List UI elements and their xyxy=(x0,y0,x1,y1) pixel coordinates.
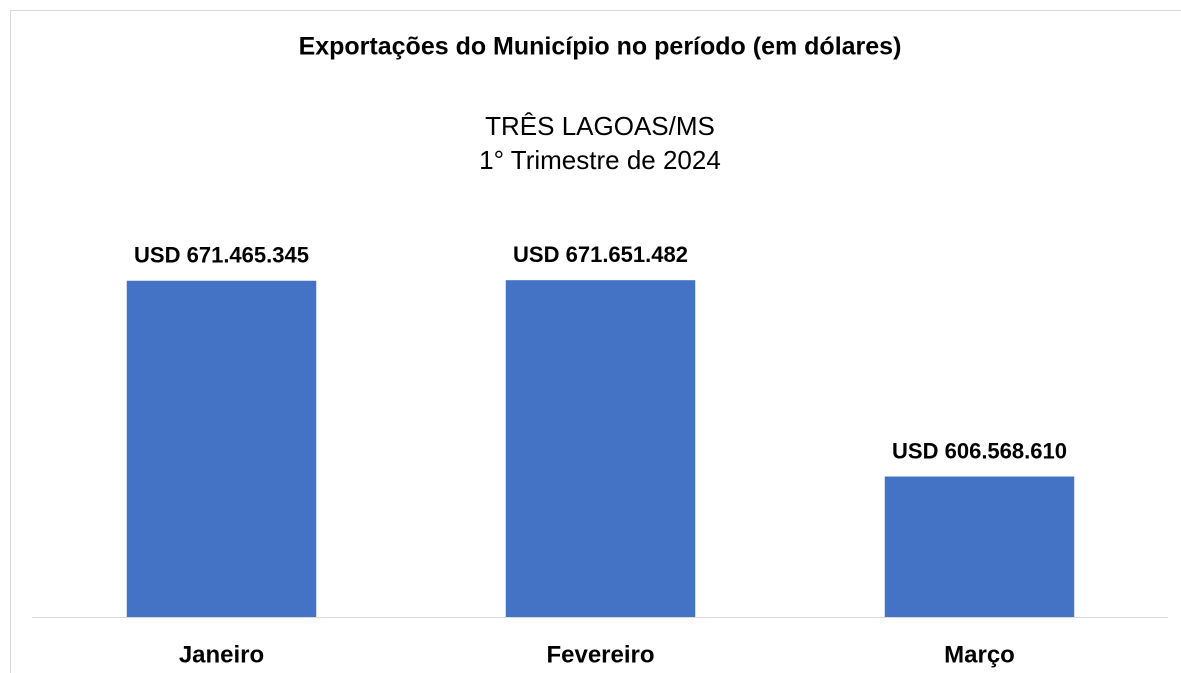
data-label: USD 671.465.345 xyxy=(134,243,309,268)
chart-title: Exportações do Município no período (em … xyxy=(299,33,902,61)
x-tick-label: Fevereiro xyxy=(546,641,654,668)
data-label: USD 606.568.610 xyxy=(892,438,1067,463)
x-tick-label: Janeiro xyxy=(179,641,264,668)
chart-subtitle: 1° Trimestre de 2024 xyxy=(479,145,721,175)
bar xyxy=(884,476,1075,617)
chart-subtitle: TRÊS LAGOAS/MS xyxy=(485,111,715,141)
chart-frame xyxy=(10,10,1181,673)
data-label: USD 671.651.482 xyxy=(513,242,688,267)
bar xyxy=(126,280,317,617)
bar xyxy=(505,280,696,617)
x-tick-label: Março xyxy=(944,641,1015,668)
